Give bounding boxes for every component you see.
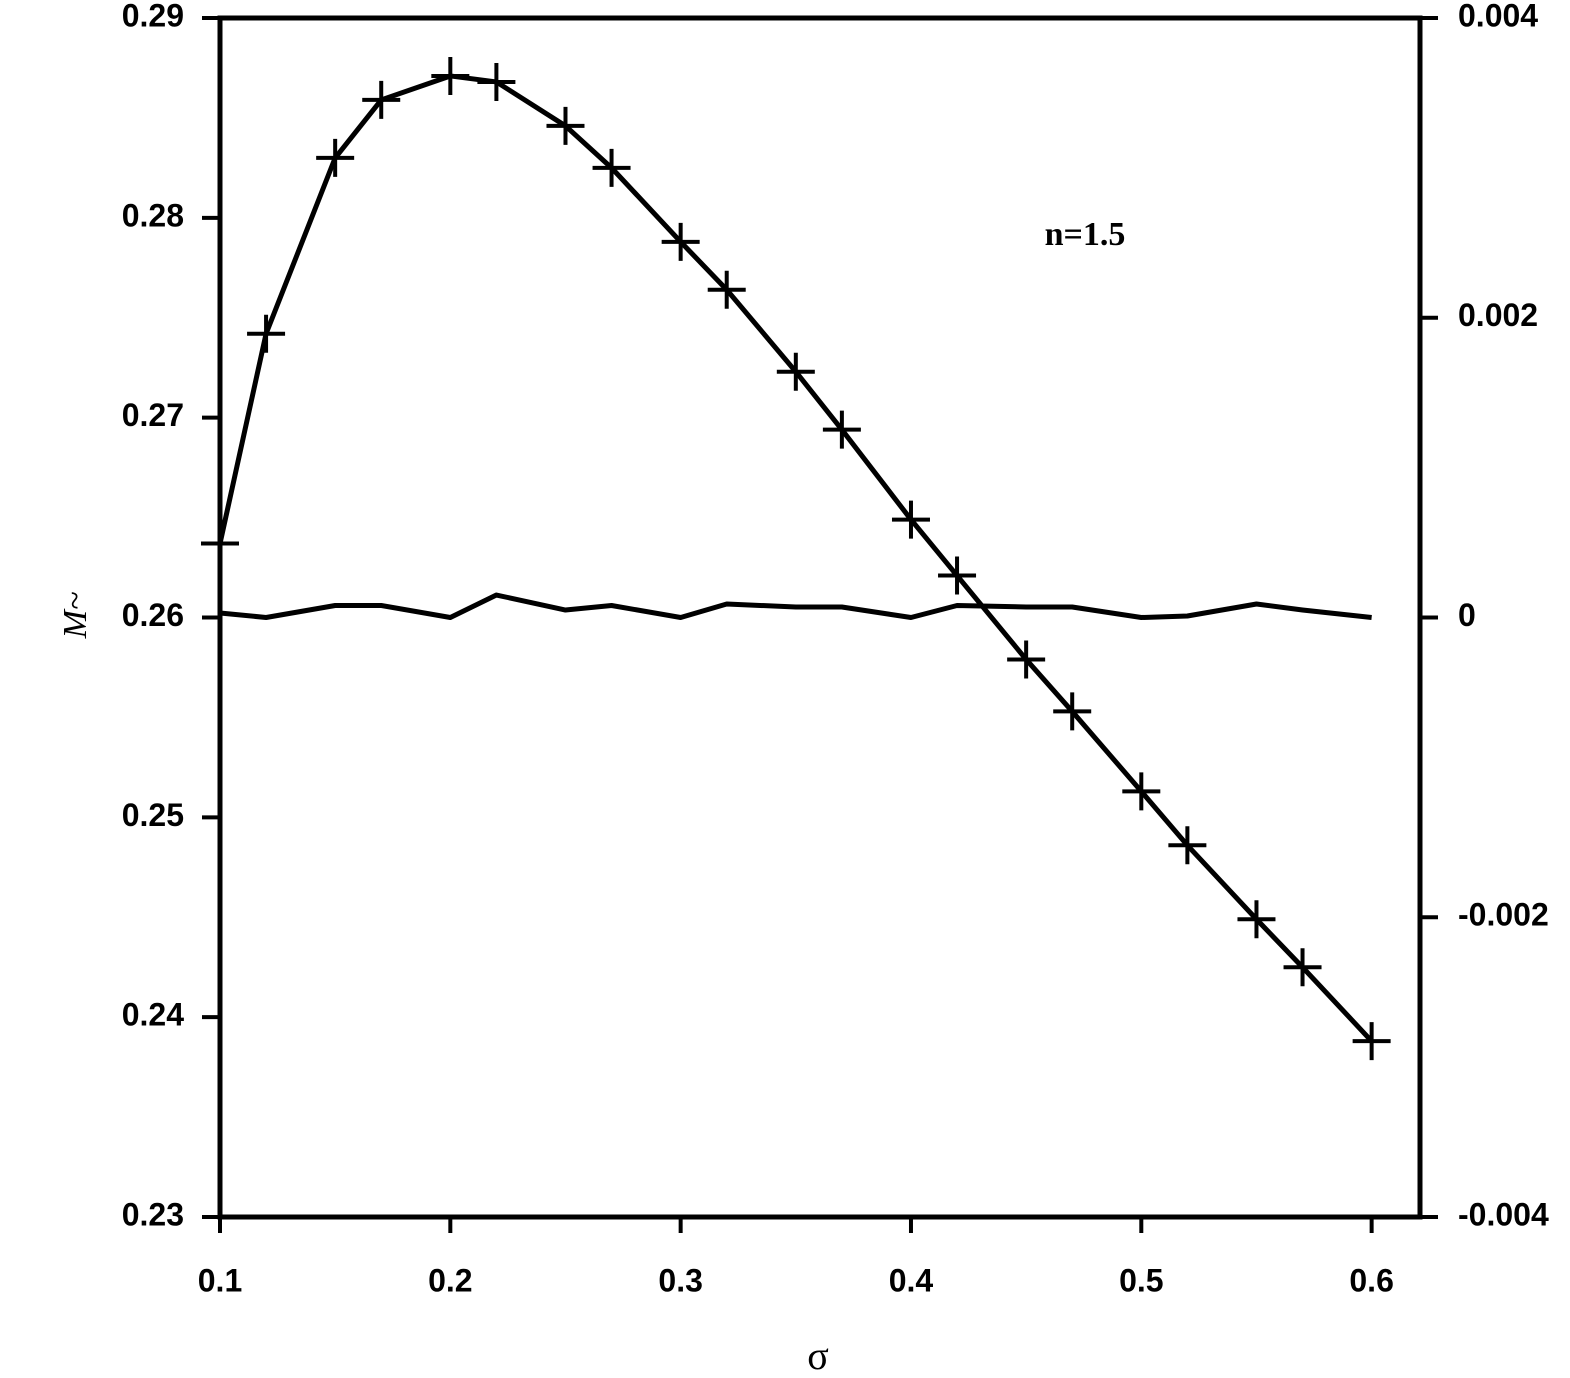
plus-marker xyxy=(776,352,815,391)
y2-tick-label: 0.004 xyxy=(1458,0,1538,33)
annotation: n=1.5 xyxy=(1045,216,1126,253)
y-tick-label: 0.24 xyxy=(122,997,184,1033)
plus-marker xyxy=(201,524,239,563)
y-tick-label: 0.27 xyxy=(122,397,184,433)
plus-marker xyxy=(592,148,631,187)
y2-tick-label: -0.002 xyxy=(1458,897,1549,933)
plus-marker xyxy=(247,314,286,353)
plus-marker xyxy=(707,270,746,309)
y-tick-label: 0.25 xyxy=(122,797,184,833)
plus-marker xyxy=(1122,772,1161,811)
x-tick-label: 0.5 xyxy=(1119,1262,1163,1298)
plus-marker xyxy=(431,56,470,95)
plus-marker xyxy=(1053,692,1092,731)
plus-marker xyxy=(1283,948,1322,987)
plus-marker xyxy=(661,222,700,261)
x-tick-label: 0.1 xyxy=(198,1262,242,1298)
x-tick-label: 0.2 xyxy=(428,1262,472,1298)
y-tick-label: 0.29 xyxy=(122,0,184,33)
x-tick-label: 0.6 xyxy=(1349,1262,1393,1298)
x-tick-label: 0.4 xyxy=(889,1262,934,1298)
series-line xyxy=(219,592,1372,620)
plus-marker xyxy=(938,556,977,595)
series-line xyxy=(217,73,1374,1043)
y-tick-label: 0.26 xyxy=(122,597,184,633)
plus-marker xyxy=(1007,640,1046,679)
x-axis-label: σ xyxy=(807,1333,829,1378)
plus-marker xyxy=(891,500,930,539)
plot-frame xyxy=(217,15,1423,1220)
plus-marker xyxy=(822,410,861,449)
y-axis-label: M~ xyxy=(57,592,94,640)
plus-marker xyxy=(316,138,355,177)
y-tick-label: 0.28 xyxy=(122,197,184,233)
plus-marker xyxy=(1168,826,1207,865)
y2-tick-label: -0.004 xyxy=(1458,1196,1549,1232)
x-tick-label: 0.3 xyxy=(658,1262,702,1298)
y-tick-label: 0.23 xyxy=(122,1196,184,1232)
plus-marker xyxy=(1237,900,1276,939)
y2-tick-label: 0 xyxy=(1458,597,1476,633)
plus-marker xyxy=(477,62,516,101)
plus-marker xyxy=(546,106,585,145)
y2-tick-label: 0.002 xyxy=(1458,297,1538,333)
plus-marker xyxy=(1352,1022,1391,1061)
plus-marker xyxy=(362,80,401,119)
